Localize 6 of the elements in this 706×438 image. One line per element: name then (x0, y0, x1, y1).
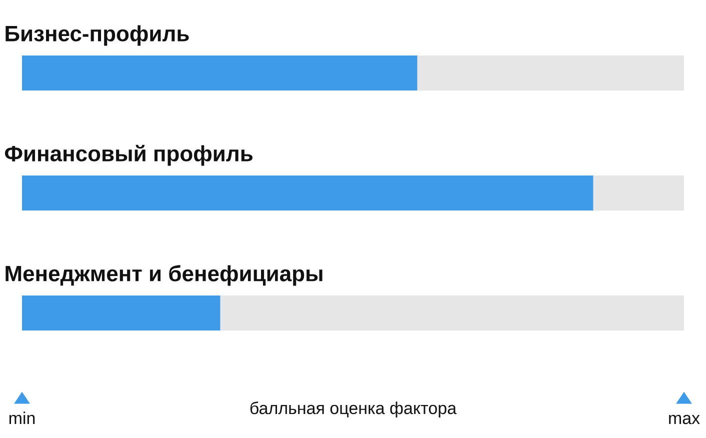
y-tick-label: Менеджмент и бенефициары (6, 265, 322, 286)
y-tick-label: Финансовый профиль (4, 144, 252, 166)
text: min (9, 412, 35, 424)
y-tick-label: Бизнес-профиль (6, 25, 189, 46)
x-axis-title: балльная оценка фактора (250, 402, 457, 418)
text: max (669, 414, 700, 424)
